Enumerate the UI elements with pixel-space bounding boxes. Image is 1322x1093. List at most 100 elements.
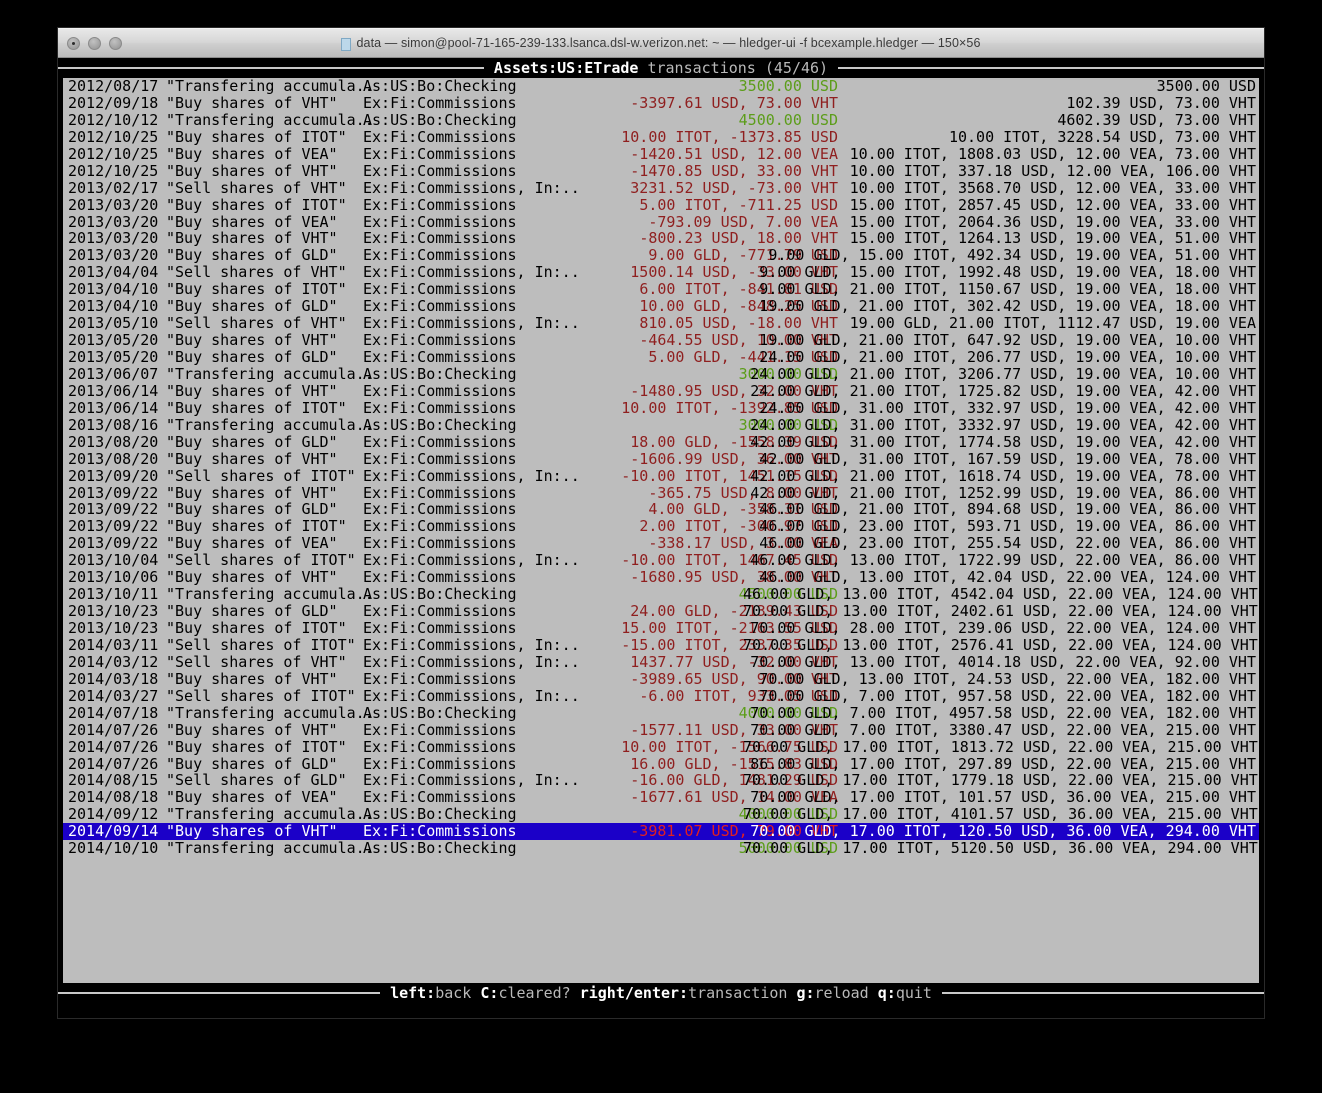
row-amount: -800.23 USD, 18.00 VHT bbox=[639, 229, 838, 248]
table-row[interactable]: 2013/06/07 "Transfering accumula.. As:US:B… bbox=[63, 364, 1259, 383]
table-row[interactable]: 2013/10/04 "Sell shares of ITOT" Ex:Fi:Com… bbox=[63, 552, 1259, 569]
row-balance: 46.00 GLD, 13.00 ITOT, 1722.99 USD, 22.0… bbox=[750, 551, 1256, 570]
window-title: data — simon@pool-71-165-239-133.lsanca.… bbox=[356, 36, 981, 50]
table-row[interactable]: 2014/03/12 "Sell shares of VHT" Ex:Fi:Comm… bbox=[63, 652, 1259, 671]
row-amount: 1437.77 USD, -32.00 VHT bbox=[630, 652, 838, 671]
table-row[interactable]: 2014/07/26 "Buy shares of VHT" Ex:Fi:Commi… bbox=[63, 720, 1259, 739]
row-amount: -1606.99 USD, 36.00 VHT bbox=[630, 449, 838, 468]
table-row[interactable]: 2013/04/10 "Buy shares of GLD" Ex:Fi:Commi… bbox=[63, 298, 1259, 315]
app-header-label: Assets:US:ETrade transactions (45/46) bbox=[484, 58, 838, 78]
row-amount: 5.00 GLD, -441.15 USD bbox=[648, 348, 838, 366]
table-row[interactable]: 2013/09/22 "Buy shares of VEA" Ex:Fi:Commi… bbox=[63, 535, 1259, 552]
table-row[interactable]: 2012/08/17 "Transfering accumula.. As:US:B… bbox=[63, 78, 1259, 95]
row-account: Ex:Fi:Commissions, In:.. bbox=[363, 635, 580, 654]
row-date: 2014/07/26 bbox=[68, 754, 159, 773]
close-button[interactable] bbox=[67, 37, 80, 50]
row-balance: 42.00 GLD, 21.00 ITOT, 1618.74 USD, 19.0… bbox=[750, 466, 1256, 485]
terminal-bottom-padding bbox=[58, 1003, 1264, 1018]
table-row[interactable]: 2013/10/06 "Buy shares of VHT" Ex:Fi:Commi… bbox=[63, 569, 1259, 586]
row-date: 2013/06/07 bbox=[68, 364, 159, 383]
row-amount: 15.00 ITOT, -2163.55 USD bbox=[621, 619, 838, 637]
row-account: Ex:Fi:Commissions bbox=[363, 432, 517, 451]
row-amount: -1680.95 USD, 38.00 VHT bbox=[630, 568, 838, 587]
register-rows: 2012/08/17 "Transfering accumula.. As:US:B… bbox=[63, 78, 1259, 857]
table-row[interactable]: 2013/09/22 "Buy shares of ITOT" Ex:Fi:Comm… bbox=[63, 518, 1259, 535]
row-date: 2013/10/04 bbox=[68, 551, 159, 570]
table-row[interactable]: 2013/06/14 "Buy shares of ITOT" Ex:Fi:Comm… bbox=[63, 399, 1259, 417]
table-row[interactable]: 2013/10/23 "Buy shares of GLD" Ex:Fi:Commi… bbox=[63, 603, 1259, 620]
row-balance: 46.00 GLD, 21.00 ITOT, 894.68 USD, 19.00… bbox=[759, 500, 1256, 519]
table-row[interactable]: 2013/04/10 "Buy shares of ITOT" Ex:Fi:Comm… bbox=[63, 281, 1259, 298]
table-row[interactable]: 2013/05/20 "Buy shares of VHT" Ex:Fi:Commi… bbox=[63, 332, 1259, 349]
row-balance: 70.00 GLD, 7.00 ITOT, 4957.58 USD, 22.00… bbox=[750, 703, 1256, 722]
window-controls[interactable] bbox=[67, 37, 122, 50]
row-amount: -10.00 ITOT, 1467.45 USD bbox=[621, 551, 838, 570]
register-pane[interactable]: 2012/08/17 "Transfering accumula.. As:US:B… bbox=[63, 78, 1259, 983]
table-row[interactable]: 2013/08/16 "Transfering accumula.. As:US:B… bbox=[63, 416, 1259, 434]
table-row[interactable]: 2014/03/11 "Sell shares of ITOT" Ex:Fi:Com… bbox=[63, 635, 1259, 654]
row-amount: -1677.61 USD, 14.00 VEA bbox=[630, 788, 838, 807]
row-account: Ex:Fi:Commissions bbox=[363, 483, 517, 502]
table-row[interactable]: 2013/04/04 "Sell shares of VHT" Ex:Fi:Comm… bbox=[63, 264, 1259, 281]
row-description: "Transfering accumula.. bbox=[166, 364, 374, 383]
row-balance: 70.00 GLD, 7.00 ITOT, 3380.47 USD, 22.00… bbox=[750, 720, 1256, 739]
table-row[interactable]: 2013/02/17 "Sell shares of VHT" Ex:Fi:Comm… bbox=[63, 179, 1259, 197]
table-row[interactable]: 2012/10/12 "Transfering accumula.. As:US:B… bbox=[63, 111, 1259, 129]
row-description: "Buy shares of ITOT" bbox=[166, 280, 347, 299]
table-row[interactable]: 2013/09/20 "Sell shares of ITOT" Ex:Fi:Com… bbox=[63, 466, 1259, 485]
footer-hint-key[interactable]: left: bbox=[390, 984, 436, 1002]
table-row[interactable]: 2012/09/18 "Buy shares of VHT" Ex:Fi:Commi… bbox=[63, 94, 1259, 112]
row-date: 2013/08/20 bbox=[68, 449, 159, 468]
table-row[interactable]: 2014/07/18 "Transfering accumula.. As:US:B… bbox=[63, 703, 1259, 722]
row-account: Ex:Fi:Commissions, In:.. bbox=[363, 652, 580, 671]
table-row[interactable]: 2014/08/15 "Sell shares of GLD" Ex:Fi:Comm… bbox=[63, 772, 1259, 789]
row-balance: 46.00 GLD, 23.00 ITOT, 255.54 USD, 22.00… bbox=[759, 534, 1256, 553]
table-row[interactable]: 2013/08/20 "Buy shares of VHT" Ex:Fi:Commi… bbox=[63, 449, 1259, 468]
table-row[interactable]: 2014/07/26 "Buy shares of GLD" Ex:Fi:Commi… bbox=[63, 754, 1259, 773]
row-account: Ex:Fi:Commissions, In:.. bbox=[363, 314, 580, 333]
minimize-button[interactable] bbox=[88, 37, 101, 50]
row-amount: 16.00 GLD, -1515.83 USD bbox=[630, 754, 838, 773]
row-date: 2013/05/10 bbox=[68, 314, 159, 333]
table-row[interactable]: 2013/10/23 "Buy shares of ITOT" Ex:Fi:Comm… bbox=[63, 620, 1259, 637]
table-row[interactable]: 2013/09/22 "Buy shares of GLD" Ex:Fi:Commi… bbox=[63, 501, 1259, 518]
table-row[interactable]: 2014/03/27 "Sell shares of ITOT" Ex:Fi:Com… bbox=[63, 687, 1259, 705]
table-row[interactable]: 2012/10/25 "Buy shares of VHT" Ex:Fi:Commi… bbox=[63, 161, 1259, 180]
table-row[interactable]: 2012/10/25 "Buy shares of VEA" Ex:Fi:Commi… bbox=[63, 145, 1259, 163]
table-row[interactable]: 2013/10/11 "Transfering accumula.. As:US:B… bbox=[63, 586, 1259, 603]
table-row[interactable]: 2014/09/12 "Transfering accumula.. As:US:B… bbox=[63, 806, 1259, 823]
table-row[interactable]: 2013/03/20 "Buy shares of VEA" Ex:Fi:Commi… bbox=[63, 213, 1259, 231]
row-date: 2013/10/11 bbox=[68, 585, 159, 604]
row-balance: 10.00 ITOT, 337.18 USD, 12.00 VEA, 106.0… bbox=[849, 161, 1256, 180]
footer-hint-key[interactable]: C: bbox=[480, 984, 499, 1002]
row-description: "Transfering accumula.. bbox=[166, 78, 374, 95]
table-row[interactable]: 2013/03/20 "Buy shares of VHT" Ex:Fi:Commi… bbox=[63, 230, 1259, 247]
footer-hint-key[interactable]: q: bbox=[877, 984, 896, 1002]
table-row[interactable]: 2014/10/10 "Transfering accumula.. As:US:B… bbox=[63, 840, 1259, 857]
zoom-button[interactable] bbox=[109, 37, 122, 50]
footer-hint-key[interactable]: right/enter: bbox=[579, 984, 689, 1002]
window-titlebar[interactable]: data — simon@pool-71-165-239-133.lsanca.… bbox=[58, 28, 1264, 58]
header-rule-right bbox=[838, 67, 1264, 69]
document-icon bbox=[341, 37, 352, 51]
table-row[interactable]: 2013/06/14 "Buy shares of VHT" Ex:Fi:Commi… bbox=[63, 382, 1259, 400]
table-row[interactable]: 2014/08/18 "Buy shares of VEA" Ex:Fi:Commi… bbox=[63, 789, 1259, 806]
table-row[interactable]: 2013/03/20 "Buy shares of ITOT" Ex:Fi:Comm… bbox=[63, 195, 1259, 214]
table-row[interactable]: 2013/09/22 "Buy shares of VHT" Ex:Fi:Commi… bbox=[63, 483, 1259, 502]
table-row[interactable]: 2012/10/25 "Buy shares of ITOT" Ex:Fi:Comm… bbox=[63, 128, 1259, 146]
row-date: 2014/10/10 bbox=[68, 839, 159, 858]
footer-hint-key[interactable]: g: bbox=[796, 984, 815, 1002]
row-amount: 10.00 ITOT, -1566.75 USD bbox=[621, 737, 838, 756]
table-row[interactable]: 2014/09/14 "Buy shares of VHT" Ex:Fi:Commi… bbox=[63, 823, 1259, 841]
table-row[interactable]: 2014/03/18 "Buy shares of VHT" Ex:Fi:Commi… bbox=[63, 670, 1259, 688]
hint-separator bbox=[869, 984, 878, 1002]
row-amount: 5.00 ITOT, -711.25 USD bbox=[639, 195, 838, 214]
table-row[interactable]: 2013/05/20 "Buy shares of GLD" Ex:Fi:Commi… bbox=[63, 349, 1259, 366]
table-row[interactable]: 2013/05/10 "Sell shares of VHT" Ex:Fi:Comm… bbox=[63, 315, 1259, 332]
table-row[interactable]: 2013/08/20 "Buy shares of GLD" Ex:Fi:Commi… bbox=[63, 432, 1259, 451]
row-balance: 46.00 GLD, 13.00 ITOT, 42.04 USD, 22.00 … bbox=[759, 568, 1256, 587]
row-description: "Buy shares of VEA" bbox=[166, 534, 338, 553]
table-row[interactable]: 2013/03/20 "Buy shares of GLD" Ex:Fi:Commi… bbox=[63, 247, 1259, 264]
footer-hint-action: quit bbox=[895, 984, 932, 1002]
table-row[interactable]: 2014/07/26 "Buy shares of ITOT" Ex:Fi:Comm… bbox=[63, 737, 1259, 756]
